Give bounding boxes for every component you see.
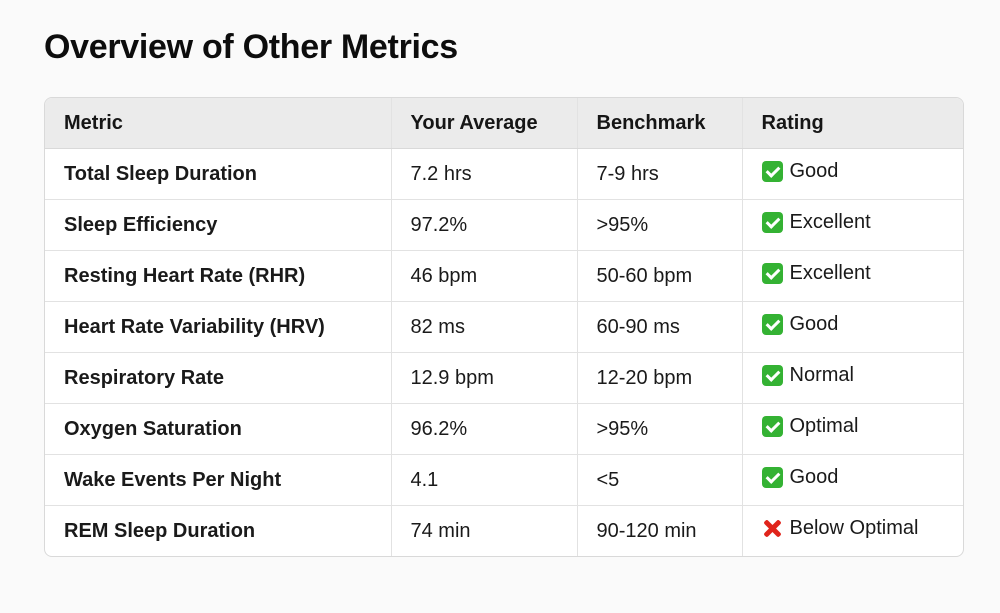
table-row: Heart Rate Variability (HRV) 82 ms 60-90… (45, 301, 963, 353)
metric-cell: Respiratory Rate (45, 352, 391, 404)
header-your-average: Your Average (390, 98, 577, 149)
rating-cell: Good (741, 148, 963, 200)
table-row: REM Sleep Duration 74 min 90-120 min Bel… (45, 505, 963, 556)
rating-cell: Normal (741, 352, 963, 404)
cross-mark-icon (762, 518, 783, 539)
average-cell: 46 bpm (390, 250, 577, 302)
average-cell: 82 ms (390, 301, 577, 353)
header-metric: Metric (45, 98, 391, 149)
check-mark-icon (761, 416, 783, 437)
average-cell: 4.1 (390, 454, 577, 506)
rating-cell: Good (741, 454, 963, 506)
table-row: Respiratory Rate 12.9 bpm 12-20 bpm Norm… (45, 352, 963, 404)
rating-label: Good (789, 160, 839, 182)
check-mark-icon (761, 212, 783, 233)
benchmark-cell: >95% (576, 199, 742, 251)
metric-cell: Heart Rate Variability (HRV) (45, 301, 391, 353)
check-mark-icon (761, 263, 783, 284)
rating-cell: Optimal (741, 403, 963, 455)
table-row: Sleep Efficiency 97.2% >95% Excellent (45, 199, 963, 251)
metric-cell: Wake Events Per Night (45, 454, 391, 506)
table-row: Wake Events Per Night 4.1 <5 Good (45, 454, 963, 506)
average-cell: 74 min (390, 505, 577, 556)
table-row: Oxygen Saturation 96.2% >95% Optimal (45, 403, 963, 455)
metrics-table: Metric Your Average Benchmark Rating Tot… (45, 98, 963, 556)
rating-cell: Excellent (741, 250, 963, 302)
average-cell: 97.2% (390, 199, 577, 251)
rating-label: Good (789, 313, 839, 335)
average-cell: 7.2 hrs (390, 148, 577, 200)
rating-label: Excellent (789, 262, 871, 284)
table-header-row: Metric Your Average Benchmark Rating (45, 98, 963, 149)
benchmark-cell: 90-120 min (576, 505, 742, 556)
header-benchmark: Benchmark (576, 98, 742, 149)
benchmark-cell: 50-60 bpm (576, 250, 742, 302)
rating-cell: Below Optimal (741, 505, 963, 556)
rating-label: Optimal (789, 415, 859, 437)
rating-label: Normal (789, 364, 854, 386)
header-rating: Rating (741, 98, 963, 149)
metric-cell: REM Sleep Duration (45, 505, 391, 556)
average-cell: 96.2% (390, 403, 577, 455)
metric-cell: Oxygen Saturation (45, 403, 391, 455)
average-cell: 12.9 bpm (390, 352, 577, 404)
table-row: Resting Heart Rate (RHR) 46 bpm 50-60 bp… (45, 250, 963, 302)
metric-cell: Resting Heart Rate (RHR) (45, 250, 391, 302)
metric-cell: Sleep Efficiency (45, 199, 391, 251)
metric-cell: Total Sleep Duration (64, 162, 257, 185)
benchmark-cell: 7-9 hrs (576, 148, 742, 200)
rating-label: Below Optimal (789, 517, 919, 539)
rating-cell: Excellent (741, 199, 963, 251)
rating-label: Excellent (789, 211, 871, 233)
benchmark-cell: >95% (576, 403, 742, 455)
benchmark-cell: <5 (576, 454, 742, 506)
metrics-table-container: Metric Your Average Benchmark Rating Tot… (44, 97, 964, 557)
table-row: Total Sleep Duration 7.2 hrs 7-9 hrs Goo… (45, 148, 963, 200)
check-mark-icon (761, 314, 783, 335)
page-title: Overview of Other Metrics (44, 28, 458, 66)
benchmark-cell: 12-20 bpm (576, 352, 742, 404)
rating-cell: Good (741, 301, 963, 353)
check-mark-icon (761, 161, 783, 182)
check-mark-icon (761, 467, 783, 488)
benchmark-cell: 60-90 ms (576, 301, 742, 353)
check-mark-icon (761, 365, 783, 386)
rating-label: Good (789, 466, 839, 488)
